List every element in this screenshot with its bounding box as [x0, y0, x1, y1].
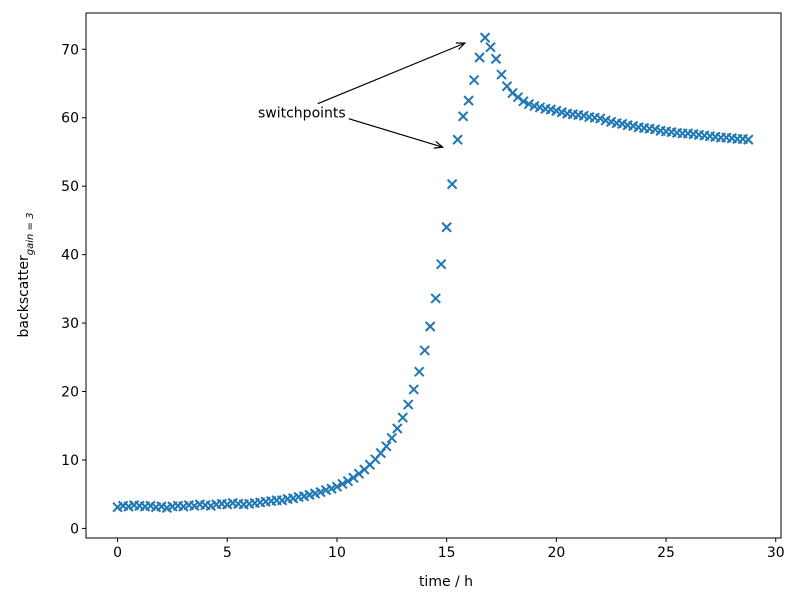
- data-point: [457, 111, 469, 122]
- y-axis-label-sub: gain = 3: [25, 213, 36, 256]
- data-point: [468, 74, 480, 86]
- data-point: [414, 366, 425, 377]
- data-point: [490, 53, 502, 65]
- x-tick-label: 30: [767, 545, 785, 561]
- data-point: [496, 69, 507, 80]
- y-tick-label: 20: [61, 385, 79, 401]
- data-point: [408, 384, 419, 395]
- data-point: [430, 293, 441, 304]
- x-tick-label: 5: [223, 545, 232, 561]
- data-point: [743, 134, 754, 145]
- data-point: [435, 258, 447, 270]
- data-point: [595, 113, 606, 124]
- data-point: [485, 42, 496, 53]
- data-point: [337, 478, 348, 490]
- data-point: [523, 98, 535, 110]
- y-tick-label: 10: [61, 453, 79, 469]
- y-tick-label: 70: [61, 42, 79, 58]
- x-tick-label: 10: [328, 545, 346, 561]
- plot-frame: [85, 12, 782, 539]
- x-axis-label: time / h: [419, 574, 473, 590]
- data-point: [381, 441, 392, 452]
- y-axis-label-main: backscatter: [16, 255, 32, 337]
- data-point: [315, 486, 326, 498]
- data-point: [479, 32, 491, 43]
- data-point: [425, 321, 436, 332]
- x-tick-label: 25: [657, 545, 675, 561]
- y-tick-label: 50: [61, 179, 79, 195]
- data-point: [446, 178, 458, 190]
- y-tick-label: 40: [61, 248, 79, 264]
- y-axis-label: backscattergain = 3: [16, 213, 36, 338]
- data-point: [474, 52, 485, 63]
- data-point: [386, 432, 398, 444]
- y-tick-label: 0: [70, 521, 79, 537]
- data-point: [403, 399, 414, 410]
- data-point: [452, 134, 463, 145]
- data-point: [392, 423, 403, 434]
- data-point: [342, 475, 354, 487]
- x-tick-label: 15: [438, 545, 456, 561]
- data-point: [441, 222, 452, 233]
- annotation-text: switchpoints: [258, 106, 346, 122]
- data-point: [419, 345, 430, 356]
- data-point: [331, 481, 343, 492]
- annotation-arrow: [317, 42, 467, 105]
- y-tick-label: 30: [61, 316, 79, 332]
- data-point: [326, 483, 337, 494]
- data-point: [518, 96, 529, 107]
- x-tick-label: 20: [547, 545, 565, 561]
- x-tick-label: 0: [113, 545, 122, 561]
- data-point: [397, 412, 408, 423]
- data-point: [463, 95, 474, 106]
- annotation-arrow: [348, 118, 445, 149]
- y-tick-label: 60: [61, 111, 79, 127]
